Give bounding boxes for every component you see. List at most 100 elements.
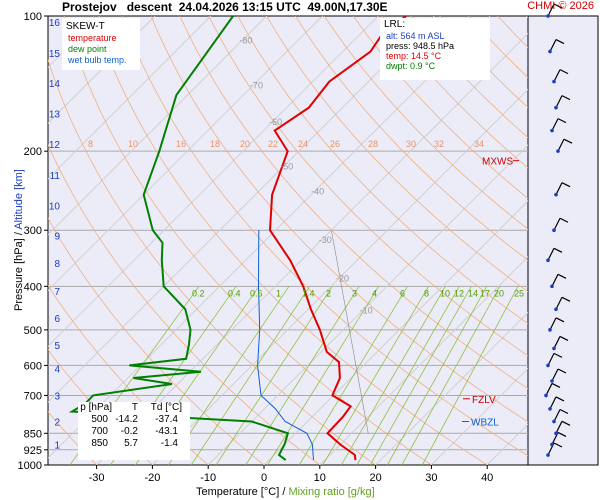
table-cell: 5.7 bbox=[124, 438, 138, 449]
wind-barb-flag bbox=[551, 382, 561, 388]
isotherm-line bbox=[48, 16, 323, 292]
dry-adiabat bbox=[48, 411, 97, 465]
table-cell: 700 bbox=[91, 426, 108, 437]
isotherm-line bbox=[96, 32, 528, 465]
isotherm-line bbox=[48, 16, 491, 459]
altitude-tick-label: 14 bbox=[49, 79, 61, 90]
temperature-tick-label: 0 bbox=[261, 472, 267, 484]
isotherm-label: -20 bbox=[336, 273, 349, 283]
dry-adiabat bbox=[266, 16, 528, 293]
dry-adiabat bbox=[179, 16, 528, 390]
dry-adiabat bbox=[48, 217, 265, 465]
isotherm-label: -80 bbox=[239, 35, 252, 45]
isotherm-line bbox=[263, 200, 528, 465]
dry-adiabat-label: 32 bbox=[434, 139, 444, 149]
altitude-tick-label: 10 bbox=[49, 201, 61, 212]
lrl-alt: alt: 564 m ASL bbox=[386, 31, 445, 41]
x-axis-label: Temperature [°C] / Mixing ratio [g/kg] bbox=[196, 486, 375, 498]
wind-barb-flag bbox=[555, 317, 565, 323]
legend: SKEW-T temperature dew point wet bulb te… bbox=[62, 18, 140, 70]
wind-barb bbox=[547, 248, 555, 261]
mixing-ratio-label: 25 bbox=[514, 288, 524, 298]
mixing-ratio-label: 2 bbox=[326, 288, 331, 298]
dry-adiabat-label: 30 bbox=[406, 139, 416, 149]
moist-adiabat-line bbox=[331, 230, 369, 434]
plot-lines bbox=[48, 16, 528, 465]
wind-barb bbox=[547, 353, 555, 366]
mixing-ratio-label: 17 bbox=[480, 288, 490, 298]
mixing-ratio-line bbox=[340, 286, 446, 465]
lrl-dwpt: dwpt: 0.9 °C bbox=[386, 61, 436, 71]
mixing-ratio-label: 4 bbox=[372, 288, 377, 298]
dry-adiabat-label: 24 bbox=[298, 139, 308, 149]
y-axis-label: Pressure [hPa] / Altitude [km] bbox=[13, 161, 25, 311]
mixing-ratio-label: 0.2 bbox=[192, 288, 205, 298]
sounding-type: descent bbox=[126, 0, 173, 14]
lrl-info-box: LRL: alt: 564 m ASL press: 948.5 hPa tem… bbox=[380, 18, 490, 80]
temperature-tick-label: 20 bbox=[369, 472, 381, 484]
isotherm-line bbox=[48, 16, 435, 403]
isotherm-label: -40 bbox=[311, 187, 324, 197]
mixing-ratio-line bbox=[267, 286, 380, 465]
mixing-ratio-label: 1.4 bbox=[302, 288, 315, 298]
pressure-tick-label: 1000 bbox=[18, 460, 42, 472]
isotherm-line bbox=[207, 144, 528, 465]
temperature-tick-label: -10 bbox=[200, 472, 216, 484]
wind-barb bbox=[551, 368, 559, 382]
dry-adiabat bbox=[352, 16, 528, 199]
pressure-tick-label: 700 bbox=[24, 390, 42, 402]
wind-barb-flag bbox=[559, 408, 569, 415]
wind-barb-dot bbox=[550, 442, 554, 447]
mixing-ratio-label: 3 bbox=[352, 288, 357, 298]
altitude-tick-label: 6 bbox=[54, 314, 60, 325]
table-cell: -1.4 bbox=[160, 438, 178, 449]
wind-barb bbox=[549, 39, 557, 52]
x-axis-mixing-label: Mixing ratio [g/kg] bbox=[288, 486, 375, 498]
wind-barb-flag bbox=[553, 352, 563, 358]
wind-barb-flag bbox=[559, 217, 569, 223]
wind-barb-flag bbox=[563, 138, 573, 144]
wind-barb bbox=[553, 69, 561, 82]
chart-title: Prostejov descent 24.04.2026 13:15 UTC 4… bbox=[62, 0, 388, 14]
altitude-tick-label: 15 bbox=[49, 49, 61, 60]
y-axis-separator: / bbox=[13, 232, 25, 236]
dry-adiabat bbox=[64, 16, 432, 465]
temperature-tick-label: 10 bbox=[314, 472, 326, 484]
wind-barb bbox=[557, 138, 565, 152]
wind-barb bbox=[545, 383, 553, 396]
dry-adiabat-label: 16 bbox=[176, 139, 186, 149]
dry-adiabat-label: 28 bbox=[368, 139, 378, 149]
wind-barb-dot bbox=[552, 79, 556, 84]
wind-barb-dot bbox=[550, 379, 554, 383]
pressure-tick-label: 850 bbox=[24, 428, 42, 440]
wbzl-label: WBZL bbox=[471, 417, 499, 428]
mixing-ratio-label: 12 bbox=[454, 288, 464, 298]
altitude-tick-label: 2 bbox=[54, 417, 60, 428]
table-cell: -37.4 bbox=[155, 414, 178, 425]
altitude-tick-label: 9 bbox=[54, 231, 60, 242]
temperature-tick-label: -20 bbox=[144, 472, 160, 484]
mixing-ratio-label: 1 bbox=[276, 288, 281, 298]
wind-barb-flag bbox=[553, 442, 563, 448]
dry-adiabat bbox=[208, 16, 528, 357]
wind-panel bbox=[527, 15, 599, 466]
table-header-t: T bbox=[131, 402, 138, 413]
copyright-label: CHMI © 2026 bbox=[527, 0, 594, 12]
sounding-datetime: 24.04.2026 13:15 UTC bbox=[178, 0, 301, 14]
wind-barb bbox=[551, 274, 559, 287]
table-cell: -14.2 bbox=[115, 414, 138, 425]
table-cell: 850 bbox=[91, 438, 108, 449]
wind-barb-flag bbox=[557, 431, 567, 437]
dry-adiabat-label: 10 bbox=[128, 139, 138, 149]
isotherm-label: -60 bbox=[269, 117, 282, 127]
wet-bulb-profile bbox=[257, 230, 315, 461]
dry-adiabat bbox=[295, 16, 528, 261]
wind-barb-dot bbox=[554, 431, 558, 436]
wind-barb-dot bbox=[554, 307, 558, 312]
wind-barb-flag bbox=[557, 368, 567, 374]
dry-adiabat-label: 8 bbox=[88, 139, 93, 149]
mxws-label: MXWS bbox=[482, 157, 513, 168]
pressure-tick-label: 600 bbox=[24, 360, 42, 372]
y-axis-pressure-label: Pressure [hPa] bbox=[13, 238, 25, 311]
